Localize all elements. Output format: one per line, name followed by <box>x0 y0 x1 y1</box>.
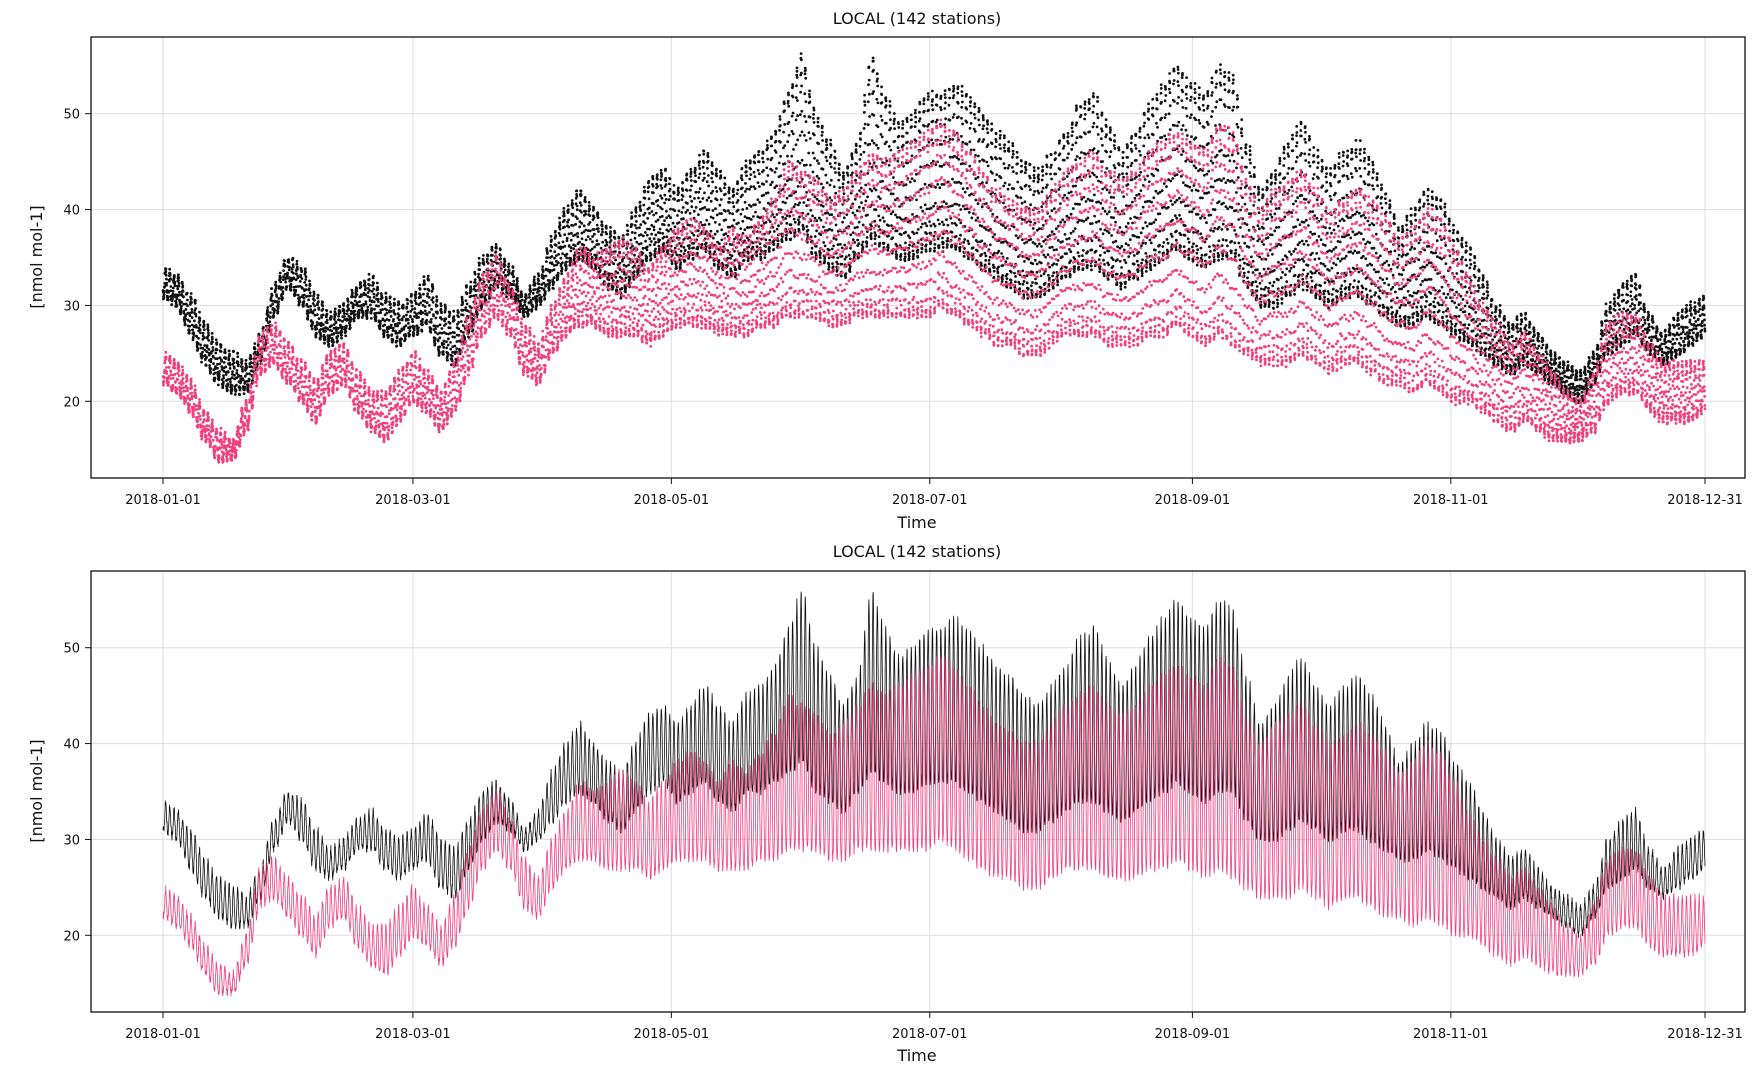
y-tick-label: 50 <box>63 108 80 123</box>
y-tick-label: 50 <box>63 642 80 657</box>
y-tick-label: 20 <box>63 395 80 410</box>
scatter-y-ticks: 20 30 40 50 <box>63 108 91 410</box>
x-tick-label: 2018-11-01 <box>1413 1027 1489 1042</box>
x-tick-label: 2018-09-01 <box>1155 493 1231 508</box>
line-series <box>162 591 1706 997</box>
x-tick-label: 2018-07-01 <box>892 1027 968 1042</box>
x-tick-label: 2018-05-01 <box>634 493 710 508</box>
x-tick-label: 2018-12-31 <box>1667 1027 1743 1042</box>
line-panel: LOCAL (142 stations) 2018-01-01 2018-03-0… <box>27 542 1746 1065</box>
scatter-series-0 <box>161 52 1707 405</box>
x-tick-label: 2018-09-01 <box>1155 1027 1231 1042</box>
scatter-points-path <box>161 52 1707 405</box>
x-tick-label: 2018-01-01 <box>125 493 201 508</box>
y-tick-label: 40 <box>63 204 80 219</box>
x-tick-label: 2018-01-01 <box>125 1027 201 1042</box>
line-y-axis-label: [nmol mol-1] <box>27 739 46 842</box>
line-series-0 <box>162 591 1706 939</box>
scatter-x-axis-label: Time <box>896 513 936 532</box>
x-tick-label: 2018-11-01 <box>1413 493 1489 508</box>
x-tick-label: 2018-05-01 <box>634 1027 710 1042</box>
scatter-x-ticks: 2018-01-01 2018-03-01 2018-05-01 2018-07-01… <box>125 478 1743 508</box>
y-tick-label: 20 <box>63 929 80 944</box>
scatter-plot-area <box>90 36 1746 479</box>
line-x-ticks: 2018-01-01 2018-03-01 2018-05-01 2018-07-01… <box>125 1012 1743 1042</box>
x-tick-label: 2018-12-31 <box>1667 493 1743 508</box>
scatter-title: LOCAL (142 stations) <box>833 9 1002 28</box>
scatter-y-axis-label: [nmol mol-1] <box>27 205 46 308</box>
scatter-points <box>161 52 1707 464</box>
y-tick-label: 30 <box>63 833 80 848</box>
line-title: LOCAL (142 stations) <box>833 542 1002 561</box>
scatter-series-1 <box>161 118 1707 464</box>
line-plot-area <box>90 570 1746 1013</box>
y-tick-label: 30 <box>63 299 80 314</box>
line-series-1 <box>162 655 1706 997</box>
line-y-ticks: 20 30 40 50 <box>63 642 91 944</box>
scatter-panel: LOCAL (142 stations) 2018-01-01 2018-03-0… <box>27 9 1746 532</box>
x-tick-label: 2018-03-01 <box>375 1027 451 1042</box>
y-tick-label: 40 <box>63 738 80 753</box>
x-tick-label: 2018-03-01 <box>375 493 451 508</box>
line-x-axis-label: Time <box>896 1046 936 1065</box>
x-tick-label: 2018-07-01 <box>892 493 968 508</box>
scatter-points-path <box>161 118 1707 464</box>
